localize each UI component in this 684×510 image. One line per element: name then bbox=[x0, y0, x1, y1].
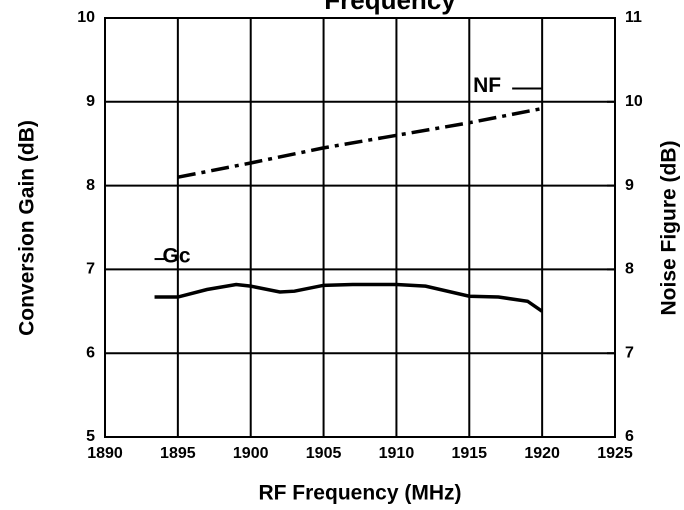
series-label: Gc bbox=[163, 245, 191, 268]
y2-tick-label: 7 bbox=[625, 344, 634, 361]
y2-tick-label: 11 bbox=[625, 9, 642, 26]
y2-axis-label: Noise Figure (dB) bbox=[658, 140, 681, 315]
series-label: NF bbox=[473, 74, 501, 97]
x-tick-label: 1925 bbox=[597, 445, 633, 462]
y-axis-label: Conversion Gain (dB) bbox=[16, 120, 39, 336]
y2-tick-label: 9 bbox=[625, 177, 634, 194]
x-tick-label: 1890 bbox=[87, 445, 123, 462]
series-line bbox=[154, 282, 544, 313]
y2-tick-label: 6 bbox=[625, 428, 634, 445]
y-tick-label: 5 bbox=[86, 428, 95, 445]
x-axis-label: RF Frequency (MHz) bbox=[258, 482, 461, 505]
chart-title: Frequency bbox=[324, 0, 456, 15]
y2-tick-label: 10 bbox=[625, 93, 643, 110]
x-tick-label: 1910 bbox=[379, 445, 415, 462]
y-tick-label: 7 bbox=[86, 261, 95, 278]
x-tick-label: 1895 bbox=[160, 445, 196, 462]
x-tick-label: 1915 bbox=[451, 445, 487, 462]
y-tick-label: 8 bbox=[86, 177, 95, 194]
x-tick-label: 1905 bbox=[306, 445, 342, 462]
y-tick-label: 6 bbox=[86, 344, 95, 361]
y-tick-label: 10 bbox=[77, 9, 95, 26]
y-tick-label: 9 bbox=[86, 93, 95, 110]
plot-frame bbox=[104, 17, 616, 438]
y2-tick-label: 8 bbox=[625, 261, 634, 278]
series-line bbox=[177, 106, 543, 179]
x-tick-label: 1900 bbox=[233, 445, 269, 462]
x-tick-label: 1920 bbox=[524, 445, 560, 462]
